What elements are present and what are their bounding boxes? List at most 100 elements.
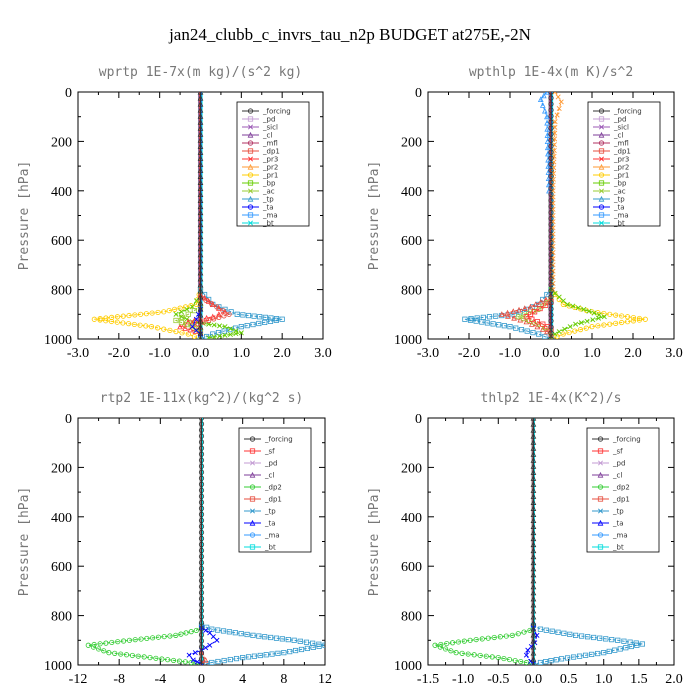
- series-marker-bp: [596, 315, 602, 321]
- series-marker-pr2: [550, 262, 556, 268]
- series-marker-tp: [275, 650, 281, 656]
- series-marker-dp2: [509, 632, 515, 638]
- series-marker-pr1: [607, 311, 613, 317]
- series-marker-forcing: [198, 421, 205, 427]
- legend-entry: _ta: [262, 204, 274, 212]
- x-tick-label: 2.0: [665, 672, 683, 687]
- series-marker-tp: [310, 644, 316, 650]
- series-group: [462, 92, 648, 339]
- series-marker-pr1: [97, 317, 103, 323]
- series-marker-tp: [493, 313, 499, 319]
- series-marker-tp: [570, 654, 577, 660]
- x-tick-label: 3.0: [665, 346, 683, 361]
- x-tick-label: 0: [198, 672, 205, 687]
- legend-entry: _ma: [262, 212, 278, 220]
- series-marker-pr2: [550, 206, 556, 212]
- series-marker-bp: [573, 321, 579, 327]
- series-marker-bp: [227, 326, 233, 332]
- series-marker-pr2: [550, 219, 556, 225]
- series-marker-tp: [496, 322, 502, 328]
- series-marker-tp: [262, 319, 268, 326]
- series-marker-forcing: [198, 584, 205, 590]
- legend-marker: [598, 131, 605, 138]
- series-marker-dp2: [515, 631, 521, 637]
- series-marker-tp: [479, 319, 485, 325]
- series-marker-pr1: [613, 320, 619, 326]
- legend-entry: _pd: [264, 460, 277, 468]
- series-marker-tp: [583, 652, 589, 658]
- series-marker-dp2: [432, 642, 438, 648]
- series-marker-forcing: [197, 221, 204, 228]
- series-marker-pr2: [555, 94, 561, 100]
- series-marker-forcing: [530, 529, 537, 536]
- series-marker-forcing: [530, 637, 537, 644]
- series-marker-forcing: [548, 282, 554, 288]
- series-marker-forcing: [530, 565, 537, 572]
- series-marker-ma: [544, 132, 551, 138]
- legend-marker: [598, 172, 605, 178]
- series-marker-bp: [227, 331, 233, 337]
- series-marker-ac: [173, 317, 179, 324]
- series-marker-forcing: [198, 439, 205, 445]
- legend-marker: [247, 220, 254, 226]
- series-marker-pr1: [613, 312, 619, 318]
- legend-entry: _dp1: [262, 148, 280, 156]
- series-marker-tp: [537, 626, 544, 632]
- series-marker-forcing: [530, 541, 537, 548]
- series-marker-dp2: [437, 644, 443, 650]
- series-marker-dp2: [141, 654, 147, 660]
- legend-entry: _pr3: [262, 156, 278, 164]
- legend-marker: [249, 460, 256, 466]
- series-marker-forcing: [530, 595, 537, 602]
- series-marker-forcing: [530, 583, 537, 590]
- series-marker-forcing: [197, 215, 204, 222]
- series-marker-dp2: [442, 646, 449, 652]
- series-marker-dp2: [90, 644, 97, 650]
- series-marker-pr1: [636, 317, 642, 323]
- series-marker-pr2: [554, 112, 560, 118]
- series-marker-ac: [178, 319, 185, 326]
- legend-entry: _cl: [613, 132, 623, 140]
- series-marker-dp2: [523, 659, 529, 665]
- series-marker-forcing: [530, 475, 537, 481]
- series-marker-tp: [262, 634, 268, 640]
- series-marker-pr1: [103, 315, 109, 321]
- y-tick-label: 800: [401, 284, 422, 299]
- legend-marker: [598, 124, 605, 130]
- series-marker-dp2: [491, 634, 497, 641]
- series-marker-dp2: [521, 629, 527, 635]
- legend-marker: [598, 204, 605, 210]
- series-marker-tp: [238, 630, 244, 637]
- series-marker-forcing: [198, 418, 205, 421]
- series-marker-tp: [486, 314, 493, 320]
- legend-entry: _pr2: [613, 164, 629, 172]
- series-marker-tp: [544, 291, 550, 298]
- legend-marker: [249, 448, 256, 454]
- legend-entry: _ma: [612, 532, 628, 540]
- series-marker-dp2: [188, 659, 194, 665]
- series-marker-tp: [304, 645, 310, 652]
- series-marker-pr1: [143, 323, 149, 329]
- y-tick-label: 0: [415, 86, 422, 101]
- series-marker-forcing: [548, 221, 554, 228]
- series-marker-pr1: [179, 330, 185, 336]
- series-marker-ma: [544, 125, 551, 132]
- legend-marker: [247, 116, 254, 122]
- series-marker-forcing: [198, 493, 205, 499]
- series-marker-forcing: [548, 215, 554, 222]
- series-marker-bp: [206, 335, 212, 339]
- legend-entry: _cl: [264, 472, 274, 480]
- series-marker-forcing: [197, 209, 204, 216]
- legend-marker: [249, 496, 256, 502]
- series-marker-dp2: [461, 638, 467, 644]
- series-marker-bp: [211, 334, 217, 339]
- legend-entry: _forcing: [613, 108, 642, 116]
- legend-marker: [597, 484, 604, 490]
- series-marker-pr1: [114, 314, 121, 320]
- series-marker-dp1: [539, 326, 546, 332]
- series-marker-tp: [639, 641, 645, 647]
- series-marker-pr1: [166, 307, 172, 314]
- series-marker-forcing: [548, 125, 554, 131]
- series-marker-dp2: [101, 648, 107, 654]
- series-marker-pr2: [551, 147, 557, 153]
